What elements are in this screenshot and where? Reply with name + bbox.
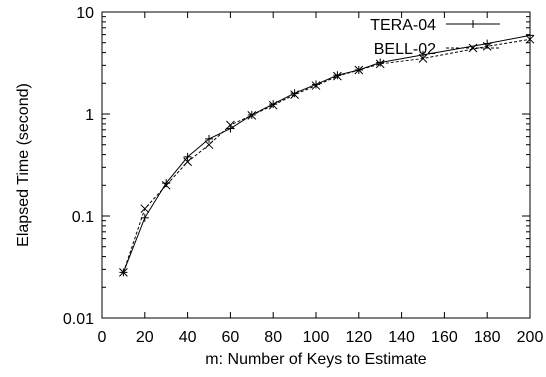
data-point-bell-02 <box>375 59 385 69</box>
legend: TERA-04 BELL-02 <box>370 17 500 58</box>
data-point-bell-02 <box>418 54 428 63</box>
x-tick-label: 80 <box>264 329 282 346</box>
x-tick-label: 100 <box>303 329 330 346</box>
data-point-bell-02 <box>183 157 192 167</box>
data-point-bell-02 <box>354 65 364 75</box>
data-point-tera-04 <box>419 50 427 59</box>
data-point-bell-02 <box>140 204 150 214</box>
legend-marker-tera-04 <box>469 20 477 28</box>
data-point-bell-02 <box>161 180 171 190</box>
data-point-bell-02 <box>525 34 535 44</box>
x-tick-label: 180 <box>474 329 501 346</box>
x-tick-label: 200 <box>517 329 544 346</box>
x-tick-label: 20 <box>136 329 154 346</box>
data-point-bell-02 <box>311 81 321 90</box>
data-point-bell-02 <box>290 90 299 99</box>
plot-area: 0 20 40 60 80 100 120 140 160 180 200 0.01 0.1 1 10 <box>63 5 544 346</box>
data-point-tera-04 <box>526 31 534 40</box>
series-line-bell-02 <box>122 38 531 273</box>
y-axis-ticks: 0.01 0.1 1 10 <box>63 5 530 328</box>
x-tick-label: 60 <box>222 329 240 346</box>
data-point-bell-02 <box>333 71 342 81</box>
data-point-bell-02 <box>247 110 257 120</box>
data-point-tera-04 <box>312 80 320 89</box>
data-point-bell-02 <box>226 120 235 130</box>
legend-label-bell-02: BELL-02 <box>374 41 436 58</box>
y-tick-label: 1 <box>85 107 94 124</box>
x-axis-label: m: Number of Keys to Estimate <box>205 351 427 368</box>
data-point-bell-02 <box>268 100 278 110</box>
x-tick-label: 120 <box>345 329 372 346</box>
data-point-tera-04 <box>205 134 213 143</box>
series-layer <box>119 31 535 277</box>
legend-marker-bell-02 <box>468 43 478 53</box>
x-axis-ticks: 0 20 40 60 80 100 120 140 160 180 200 <box>98 12 544 346</box>
y-axis-label: Elapsed Time (second) <box>15 83 32 247</box>
y-tick-label: 0.01 <box>63 311 94 328</box>
x-tick-label: 0 <box>98 329 107 346</box>
data-point-bell-02 <box>482 42 492 51</box>
data-point-tera-04 <box>376 58 385 67</box>
x-tick-label: 40 <box>179 329 197 346</box>
data-point-bell-02 <box>119 268 128 277</box>
x-tick-label: 160 <box>431 329 458 346</box>
y-tick-label: 10 <box>76 5 94 22</box>
data-point-bell-02 <box>204 140 214 150</box>
y-tick-label: 0.1 <box>72 209 94 226</box>
legend-label-tera-04: TERA-04 <box>370 17 436 34</box>
plot-frame <box>101 11 531 319</box>
series-line-tera-04 <box>122 34 531 273</box>
x-tick-label: 140 <box>388 329 415 346</box>
data-point-tera-04 <box>183 152 192 161</box>
data-point-tera-04 <box>226 124 235 133</box>
